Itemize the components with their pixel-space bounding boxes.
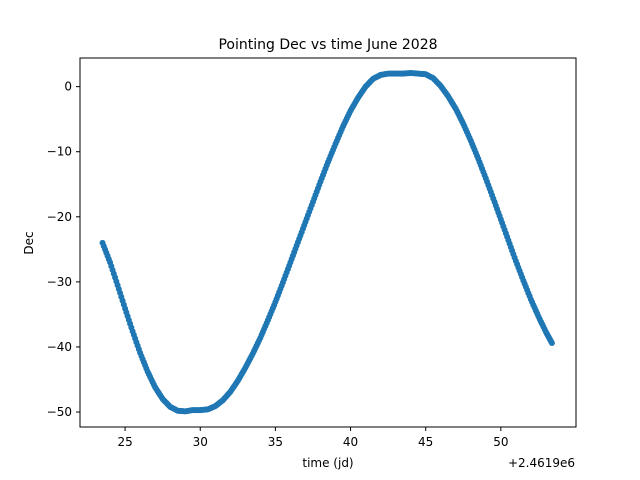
data-point (548, 340, 555, 347)
y-tick-label: −30 (47, 275, 72, 289)
scatter-series (99, 69, 555, 415)
x-tick-label: 25 (117, 435, 132, 449)
x-tick-label: 45 (418, 435, 433, 449)
x-axis-label: time (jd) (302, 456, 353, 470)
plot-frame (79, 57, 577, 428)
y-tick-label: −40 (47, 340, 72, 354)
x-tick-label: 50 (493, 435, 508, 449)
x-tick-label: 30 (193, 435, 208, 449)
x-axis-offset-label: +2.4619e6 (508, 456, 575, 470)
y-tick-label: −20 (47, 210, 72, 224)
y-tick-label: 0 (64, 80, 72, 94)
y-axis-ticks: 0 −10 −20 −30 −40 −50 (47, 80, 80, 419)
x-tick-label: 35 (268, 435, 283, 449)
x-axis-ticks: 25 30 35 40 45 50 (117, 427, 508, 449)
y-tick-label: −50 (47, 405, 72, 419)
y-tick-label: −10 (47, 145, 72, 159)
y-axis-label: Dec (22, 231, 36, 254)
chart-title: Pointing Dec vs time June 2028 (218, 37, 437, 53)
x-tick-label: 40 (343, 435, 358, 449)
